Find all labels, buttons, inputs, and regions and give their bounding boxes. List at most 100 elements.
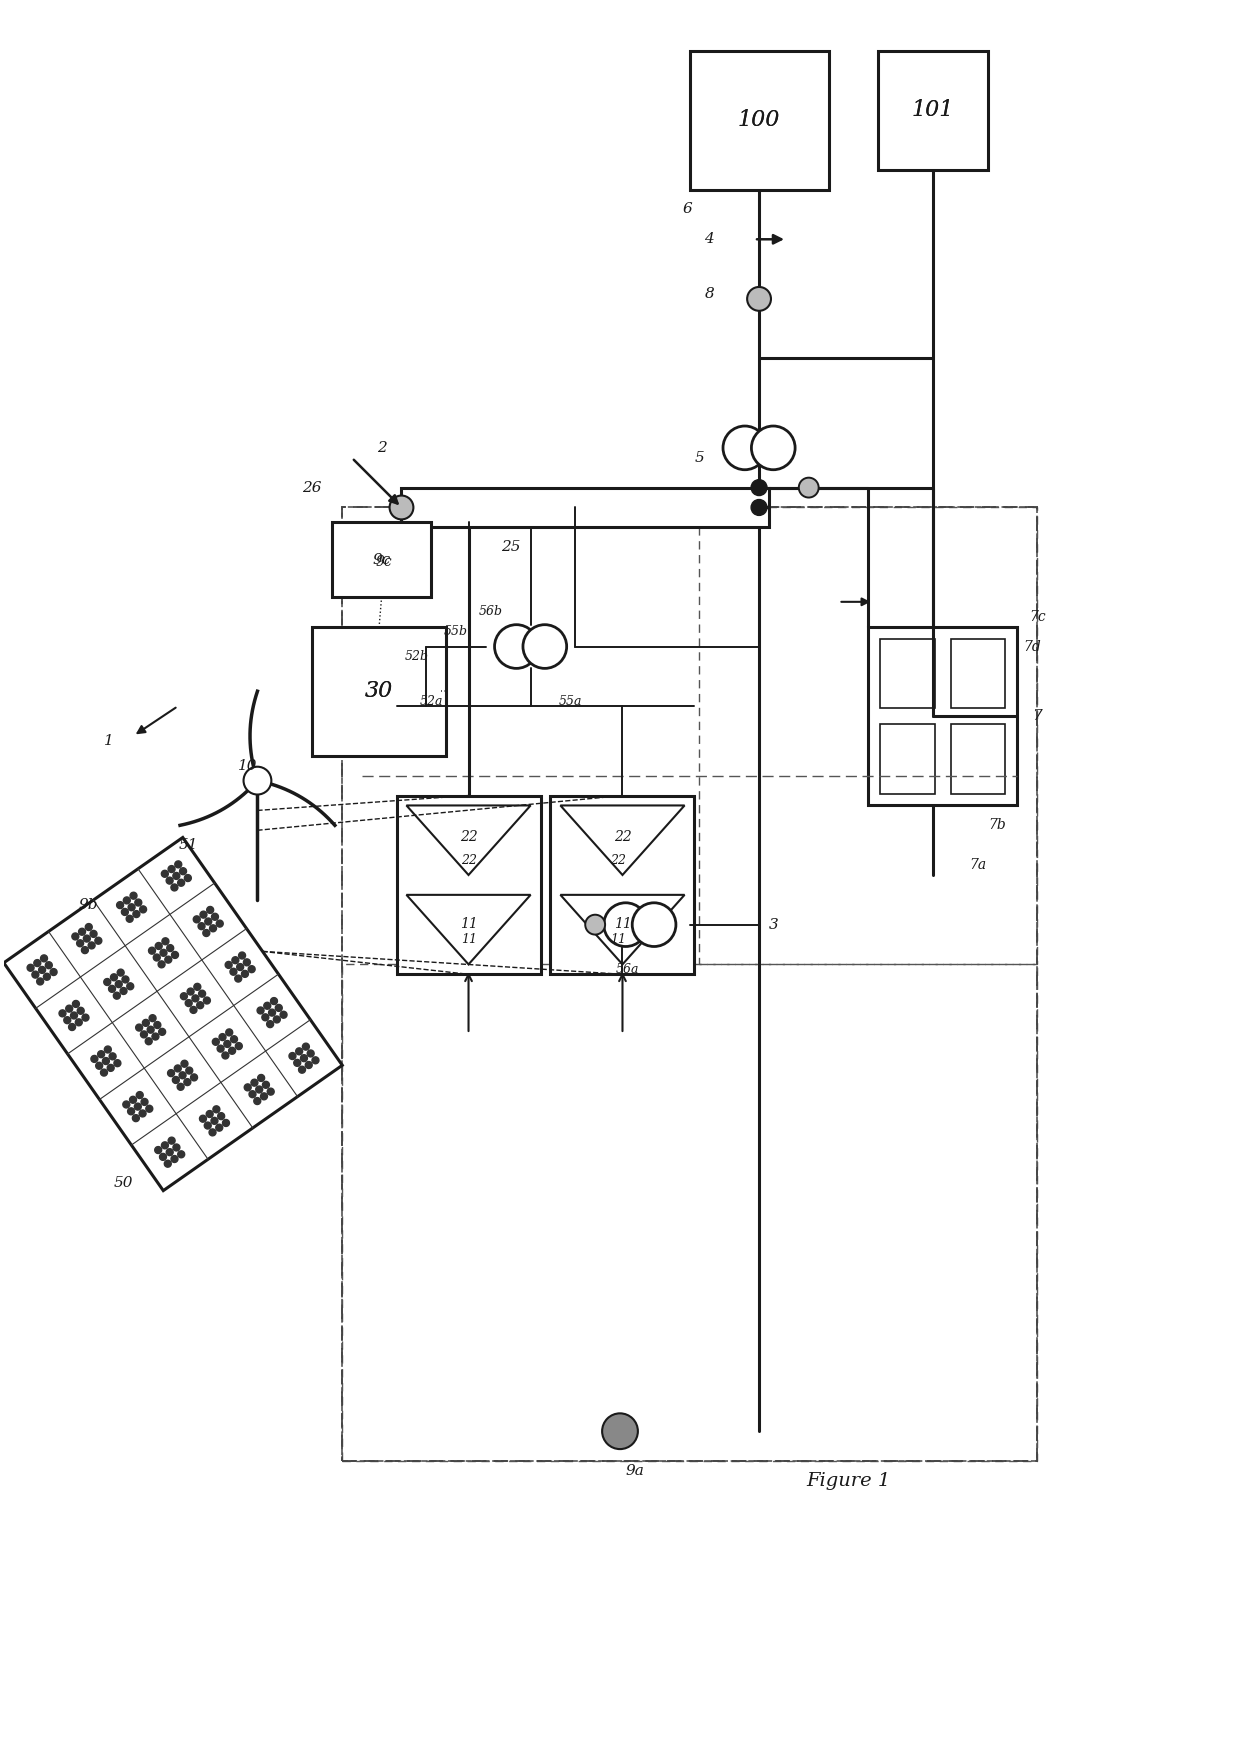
Text: 52b: 52b bbox=[404, 649, 428, 663]
Circle shape bbox=[242, 970, 248, 977]
Circle shape bbox=[218, 1113, 224, 1120]
Text: 2: 2 bbox=[377, 441, 387, 455]
Circle shape bbox=[264, 1002, 270, 1009]
Bar bbox=[402, 487, 769, 527]
Circle shape bbox=[219, 1033, 226, 1040]
Text: 56b: 56b bbox=[479, 606, 503, 618]
Circle shape bbox=[146, 1105, 153, 1112]
Bar bbox=[880, 724, 935, 794]
Circle shape bbox=[118, 968, 124, 975]
Circle shape bbox=[130, 892, 136, 899]
Circle shape bbox=[162, 937, 169, 944]
Circle shape bbox=[172, 1077, 180, 1084]
Text: 22: 22 bbox=[610, 853, 626, 867]
Circle shape bbox=[203, 996, 211, 1003]
Circle shape bbox=[280, 1012, 286, 1019]
Circle shape bbox=[71, 1012, 77, 1019]
Circle shape bbox=[91, 930, 97, 937]
Circle shape bbox=[43, 974, 51, 981]
Circle shape bbox=[149, 1014, 156, 1021]
Circle shape bbox=[148, 1026, 154, 1033]
Circle shape bbox=[193, 916, 200, 923]
Text: 51: 51 bbox=[179, 838, 197, 852]
Circle shape bbox=[175, 1064, 181, 1071]
Circle shape bbox=[200, 911, 207, 918]
Circle shape bbox=[231, 1037, 238, 1044]
Circle shape bbox=[263, 1082, 269, 1089]
Circle shape bbox=[76, 1019, 82, 1026]
Circle shape bbox=[123, 897, 130, 904]
Circle shape bbox=[180, 867, 186, 874]
Circle shape bbox=[149, 948, 155, 955]
Bar bbox=[951, 724, 1006, 794]
Circle shape bbox=[128, 904, 135, 911]
Circle shape bbox=[250, 1078, 258, 1085]
Text: 101: 101 bbox=[911, 99, 954, 120]
Circle shape bbox=[181, 993, 187, 1000]
Text: 7b: 7b bbox=[988, 818, 1007, 832]
Circle shape bbox=[300, 1054, 308, 1061]
Bar bbox=[551, 796, 694, 974]
Circle shape bbox=[212, 1038, 219, 1045]
Circle shape bbox=[185, 1000, 192, 1007]
Circle shape bbox=[211, 1117, 218, 1124]
Circle shape bbox=[95, 1063, 103, 1070]
Circle shape bbox=[33, 960, 41, 967]
Circle shape bbox=[273, 1016, 280, 1023]
Circle shape bbox=[166, 944, 174, 951]
Circle shape bbox=[171, 951, 179, 958]
Circle shape bbox=[143, 1019, 149, 1026]
Circle shape bbox=[207, 906, 213, 913]
Circle shape bbox=[226, 1030, 233, 1037]
Circle shape bbox=[197, 1002, 203, 1009]
Circle shape bbox=[171, 1155, 179, 1162]
Circle shape bbox=[226, 961, 232, 968]
Circle shape bbox=[95, 937, 102, 944]
Text: 9b: 9b bbox=[79, 897, 98, 913]
Circle shape bbox=[244, 1084, 252, 1091]
Circle shape bbox=[243, 766, 272, 794]
Circle shape bbox=[133, 1115, 139, 1122]
Circle shape bbox=[523, 625, 567, 668]
Circle shape bbox=[98, 1050, 104, 1057]
Circle shape bbox=[799, 478, 818, 497]
Circle shape bbox=[83, 935, 91, 942]
Text: 56a: 56a bbox=[616, 963, 640, 975]
Circle shape bbox=[169, 866, 175, 872]
Circle shape bbox=[751, 499, 768, 515]
Circle shape bbox=[236, 1042, 242, 1049]
Circle shape bbox=[210, 1129, 216, 1136]
Circle shape bbox=[193, 984, 201, 991]
Circle shape bbox=[140, 906, 146, 913]
Bar bbox=[878, 51, 987, 169]
Circle shape bbox=[37, 977, 43, 984]
Circle shape bbox=[216, 1124, 223, 1131]
Circle shape bbox=[100, 1070, 108, 1077]
Circle shape bbox=[145, 1038, 153, 1045]
Circle shape bbox=[294, 1059, 301, 1066]
Circle shape bbox=[113, 993, 120, 1000]
Circle shape bbox=[77, 941, 83, 948]
Circle shape bbox=[107, 1064, 114, 1071]
Bar bbox=[332, 522, 432, 597]
Bar bbox=[342, 508, 1037, 1461]
Circle shape bbox=[172, 1145, 180, 1152]
Circle shape bbox=[632, 902, 676, 946]
Circle shape bbox=[289, 1052, 296, 1059]
Circle shape bbox=[262, 1014, 269, 1021]
Circle shape bbox=[198, 989, 206, 996]
Circle shape bbox=[104, 979, 110, 986]
Circle shape bbox=[117, 902, 124, 909]
Circle shape bbox=[122, 909, 129, 916]
Circle shape bbox=[269, 1009, 275, 1016]
Circle shape bbox=[104, 1045, 112, 1052]
Circle shape bbox=[222, 1120, 229, 1127]
Circle shape bbox=[167, 1070, 175, 1077]
Circle shape bbox=[190, 1007, 197, 1014]
Circle shape bbox=[229, 968, 237, 975]
Circle shape bbox=[60, 1010, 66, 1017]
Circle shape bbox=[495, 625, 538, 668]
Circle shape bbox=[751, 426, 795, 469]
Circle shape bbox=[257, 1007, 264, 1014]
Circle shape bbox=[123, 1101, 130, 1108]
